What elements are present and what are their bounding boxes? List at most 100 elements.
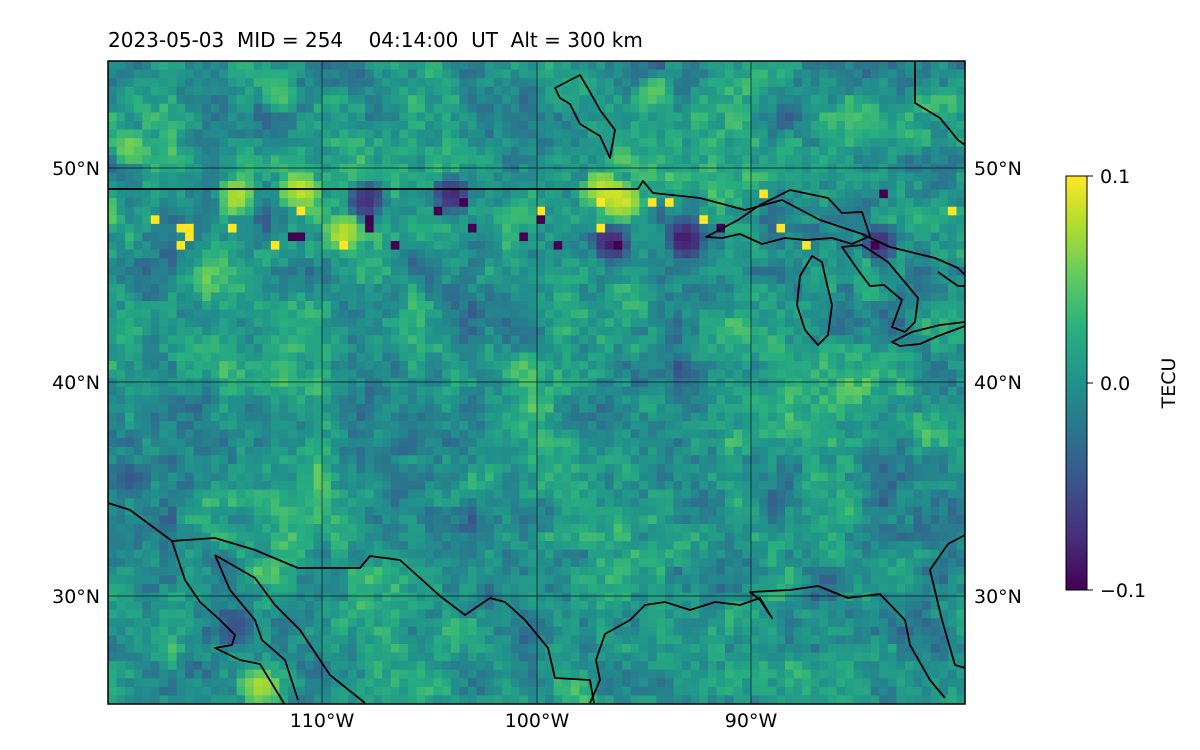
heatmap-cell [922, 232, 932, 242]
heatmap-cell [733, 352, 743, 362]
heatmap-cell [845, 78, 855, 88]
heatmap-cell [647, 455, 657, 465]
heatmap-cell [682, 121, 692, 131]
heatmap-cell [896, 146, 906, 156]
heatmap-cell [802, 446, 812, 456]
heatmap-cell [219, 86, 229, 96]
heatmap-cell [116, 446, 126, 456]
heatmap-cell [776, 181, 786, 191]
heatmap-cell [442, 343, 452, 353]
heatmap-cell [870, 241, 880, 251]
heatmap-cell [862, 258, 872, 268]
heatmap-cell [442, 378, 452, 388]
heatmap-cell [690, 275, 700, 285]
heatmap-cell [733, 249, 743, 259]
heatmap-cell [553, 378, 563, 388]
heatmap-cell [442, 181, 452, 191]
heatmap-cell [467, 172, 478, 182]
heatmap-cell [382, 283, 392, 293]
heatmap-cell [896, 395, 906, 405]
heatmap-cell [510, 121, 520, 131]
heatmap-cell [690, 249, 700, 259]
heatmap-cell [236, 215, 246, 225]
heatmap-cell [613, 258, 623, 268]
heatmap-cell [330, 155, 340, 165]
heatmap-cell [596, 266, 606, 276]
heatmap-cell [202, 446, 212, 456]
heatmap-cell [870, 283, 880, 293]
heatmap-cell [956, 378, 965, 388]
heatmap-cell [116, 206, 126, 216]
heatmap-cell [296, 378, 306, 388]
heatmap-cell [133, 249, 143, 259]
heatmap-cell [253, 429, 263, 439]
heatmap-cell [416, 378, 426, 388]
heatmap-cell [553, 326, 563, 336]
heatmap-cell [485, 95, 495, 105]
heatmap-cell [313, 378, 323, 388]
heatmap-cell [647, 421, 657, 431]
heatmap-cell [305, 146, 315, 156]
heatmap-cell [390, 258, 400, 268]
heatmap-cell [193, 438, 203, 448]
heatmap-cell [305, 318, 315, 328]
heatmap-cell [365, 61, 375, 71]
heatmap-cell [167, 395, 178, 405]
heatmap-cell [313, 95, 323, 105]
heatmap-cell [810, 249, 820, 259]
heatmap-cell [330, 403, 340, 413]
heatmap-cell [947, 412, 957, 422]
heatmap-cell [356, 181, 366, 191]
heatmap-cell [416, 386, 426, 396]
heatmap-cell [836, 463, 846, 474]
heatmap-cell [862, 386, 872, 396]
heatmap-cell [776, 455, 786, 465]
heatmap-cell [467, 232, 478, 242]
heatmap-cell [690, 301, 700, 311]
heatmap-cell [202, 112, 212, 122]
heatmap-cell [373, 455, 383, 465]
heatmap-cell [896, 403, 906, 413]
heatmap-cell [510, 86, 520, 96]
heatmap-cell [510, 258, 520, 268]
heatmap-cell [913, 215, 923, 225]
heatmap-cell [433, 361, 443, 371]
heatmap-cell [116, 266, 126, 276]
heatmap-cell [433, 378, 443, 388]
heatmap-cell [896, 129, 906, 139]
heatmap-cell [707, 266, 717, 276]
heatmap-cell [759, 189, 769, 199]
heatmap-cell [407, 352, 418, 362]
heatmap-cell [682, 472, 692, 482]
heatmap-cell [536, 146, 546, 156]
heatmap-cell [947, 95, 957, 105]
heatmap-cell [742, 301, 752, 311]
heatmap-cell [356, 395, 366, 405]
heatmap-cell [956, 335, 965, 345]
heatmap-cell [939, 198, 949, 208]
heatmap-cell [416, 155, 426, 165]
heatmap-cell [656, 266, 666, 276]
heatmap-cell [587, 446, 597, 456]
heatmap-cell [210, 198, 220, 208]
heatmap-cell [613, 301, 623, 311]
heatmap-cell [399, 112, 409, 122]
heatmap-cell [253, 309, 263, 319]
heatmap-cell [536, 352, 546, 362]
heatmap-cell [176, 138, 186, 148]
heatmap-cell [202, 283, 212, 293]
heatmap-cell [742, 275, 752, 285]
heatmap-cell [767, 241, 777, 251]
heatmap-cell [802, 138, 812, 148]
heatmap-cell [219, 438, 229, 448]
heatmap-cell [887, 146, 897, 156]
heatmap-cell [913, 189, 923, 199]
heatmap-cell [707, 481, 717, 491]
heatmap-cell [613, 232, 623, 242]
heatmap-cell [476, 138, 486, 148]
heatmap-cell [142, 103, 152, 113]
heatmap-cell [887, 301, 897, 311]
heatmap-cell [613, 223, 623, 233]
heatmap-cell [570, 343, 580, 353]
heatmap-cell [142, 95, 152, 105]
